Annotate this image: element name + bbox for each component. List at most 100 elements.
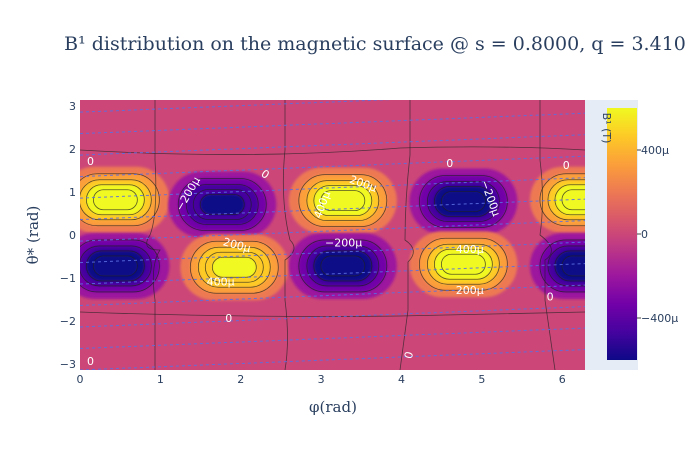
colorbar-tick-label: −400μ: [641, 312, 678, 325]
x-tick-label: 4: [398, 373, 405, 386]
contour-ring: [80, 239, 160, 293]
heatmap-blob: [80, 232, 170, 299]
contour-ring: [298, 174, 388, 228]
contour-ring: [204, 251, 264, 283]
contour-ring: [313, 185, 373, 217]
field-line: [80, 177, 585, 199]
zero-contour: [282, 100, 295, 370]
field-line: [80, 306, 585, 328]
contour-label: −200μ: [325, 237, 362, 250]
x-tick-label: 1: [157, 373, 164, 386]
contour-ring: [85, 184, 145, 216]
blob-level: [441, 254, 486, 275]
contour-ring: [211, 256, 257, 278]
contour-ring: [298, 239, 388, 293]
blob-level: [320, 190, 365, 211]
contour-ring: [440, 253, 486, 275]
heatmap-blob: [409, 168, 518, 235]
field-line: [80, 414, 585, 434]
y-tick-label: 3: [69, 100, 76, 113]
field-line: [80, 284, 585, 307]
x-tick-label: 0: [77, 373, 84, 386]
contour-label: 200μ: [456, 284, 484, 297]
heatmap-blob: [80, 166, 170, 233]
field-line: [80, 349, 585, 370]
contour-label: 0: [547, 290, 554, 303]
contour-label: 0: [563, 159, 570, 172]
field-lines: [80, 100, 585, 434]
field-line: [80, 327, 585, 350]
y-tick-label: 1: [69, 186, 76, 199]
contour-ring: [80, 245, 152, 287]
contour-label: 0: [446, 157, 453, 170]
y-tick-label: −1: [60, 272, 76, 285]
contour-ring: [440, 191, 486, 212]
blob-level: [93, 255, 138, 276]
contour-ring: [426, 181, 500, 222]
y-axis-title: θ* (rad): [24, 206, 42, 265]
colorbar-ticks: 400μ 0 −400μ: [637, 144, 678, 325]
contour-label: 400μ: [207, 275, 235, 288]
contour-ring: [547, 245, 585, 287]
contour-ring: [539, 239, 585, 293]
field-line: [80, 100, 393, 113]
contour-ring: [320, 190, 366, 212]
contour-ring: [80, 173, 160, 227]
contour-ring: [92, 189, 138, 211]
x-tick-label: 2: [237, 373, 244, 386]
contour-ring: [189, 240, 279, 294]
field-line: [80, 220, 585, 242]
field-line: [80, 241, 585, 264]
y-tick-label: −2: [60, 315, 76, 328]
x-tick-label: 3: [318, 373, 325, 386]
contour-ring: [418, 237, 508, 291]
contour-ring: [561, 255, 585, 277]
chart-title: B¹ distribution on the magnetic surface …: [64, 33, 686, 55]
contour-ring: [80, 179, 152, 221]
contour-ring: [547, 179, 585, 221]
contour-label: 0: [402, 350, 416, 360]
contour-ring: [320, 255, 366, 277]
colorbar-tick-label: 400μ: [641, 144, 669, 157]
x-tick-label: 6: [559, 373, 566, 386]
contour-ring: [199, 194, 245, 215]
colorbar-title: B¹ (T): [600, 113, 613, 144]
contour-ring: [92, 255, 138, 277]
plot-area: 0−200μ0−200μ200μ400μ200μ400μ00−200μ400μ2…: [80, 100, 585, 434]
field-line: [80, 155, 585, 178]
x-axis-title: φ(rad): [309, 398, 357, 416]
field-line: [80, 198, 585, 221]
contour-ring: [85, 250, 145, 282]
contour-ring: [306, 180, 380, 222]
y-axis-ticks: 3 2 1 0 −1 −2 −3: [60, 100, 76, 371]
blob-level: [320, 255, 365, 276]
contour-ring: [554, 184, 585, 216]
contour-label: 0: [225, 312, 232, 325]
contour-ring: [539, 173, 585, 227]
y-tick-label: 2: [69, 143, 76, 156]
blob-level: [441, 191, 486, 212]
blob-level: [212, 257, 257, 278]
zero-contour: [399, 100, 414, 370]
colorbar: 400μ 0 −400μ B¹ (T): [585, 100, 678, 370]
contour-label: 400μ: [456, 243, 484, 256]
contour-ring: [418, 175, 508, 228]
blob-level: [561, 255, 585, 276]
zero-contour: [80, 311, 585, 317]
contour-ring: [433, 248, 493, 280]
field-line: [80, 371, 585, 391]
contour-ring: [313, 250, 373, 282]
contour-ring: [185, 184, 259, 225]
zero-contour: [146, 100, 161, 370]
contour-ring: [554, 250, 585, 282]
colorbar-tick-label: 0: [641, 228, 648, 241]
field-line: [80, 112, 585, 135]
x-axis-ticks: 0 1 2 3 4 5 6: [77, 373, 566, 386]
contour-label: 0: [87, 355, 94, 368]
contour-label: 0: [87, 155, 94, 168]
contour-ring: [306, 245, 380, 287]
heatmap-blob: [288, 167, 397, 234]
field-line: [80, 263, 585, 285]
zero-contour: [539, 100, 556, 370]
